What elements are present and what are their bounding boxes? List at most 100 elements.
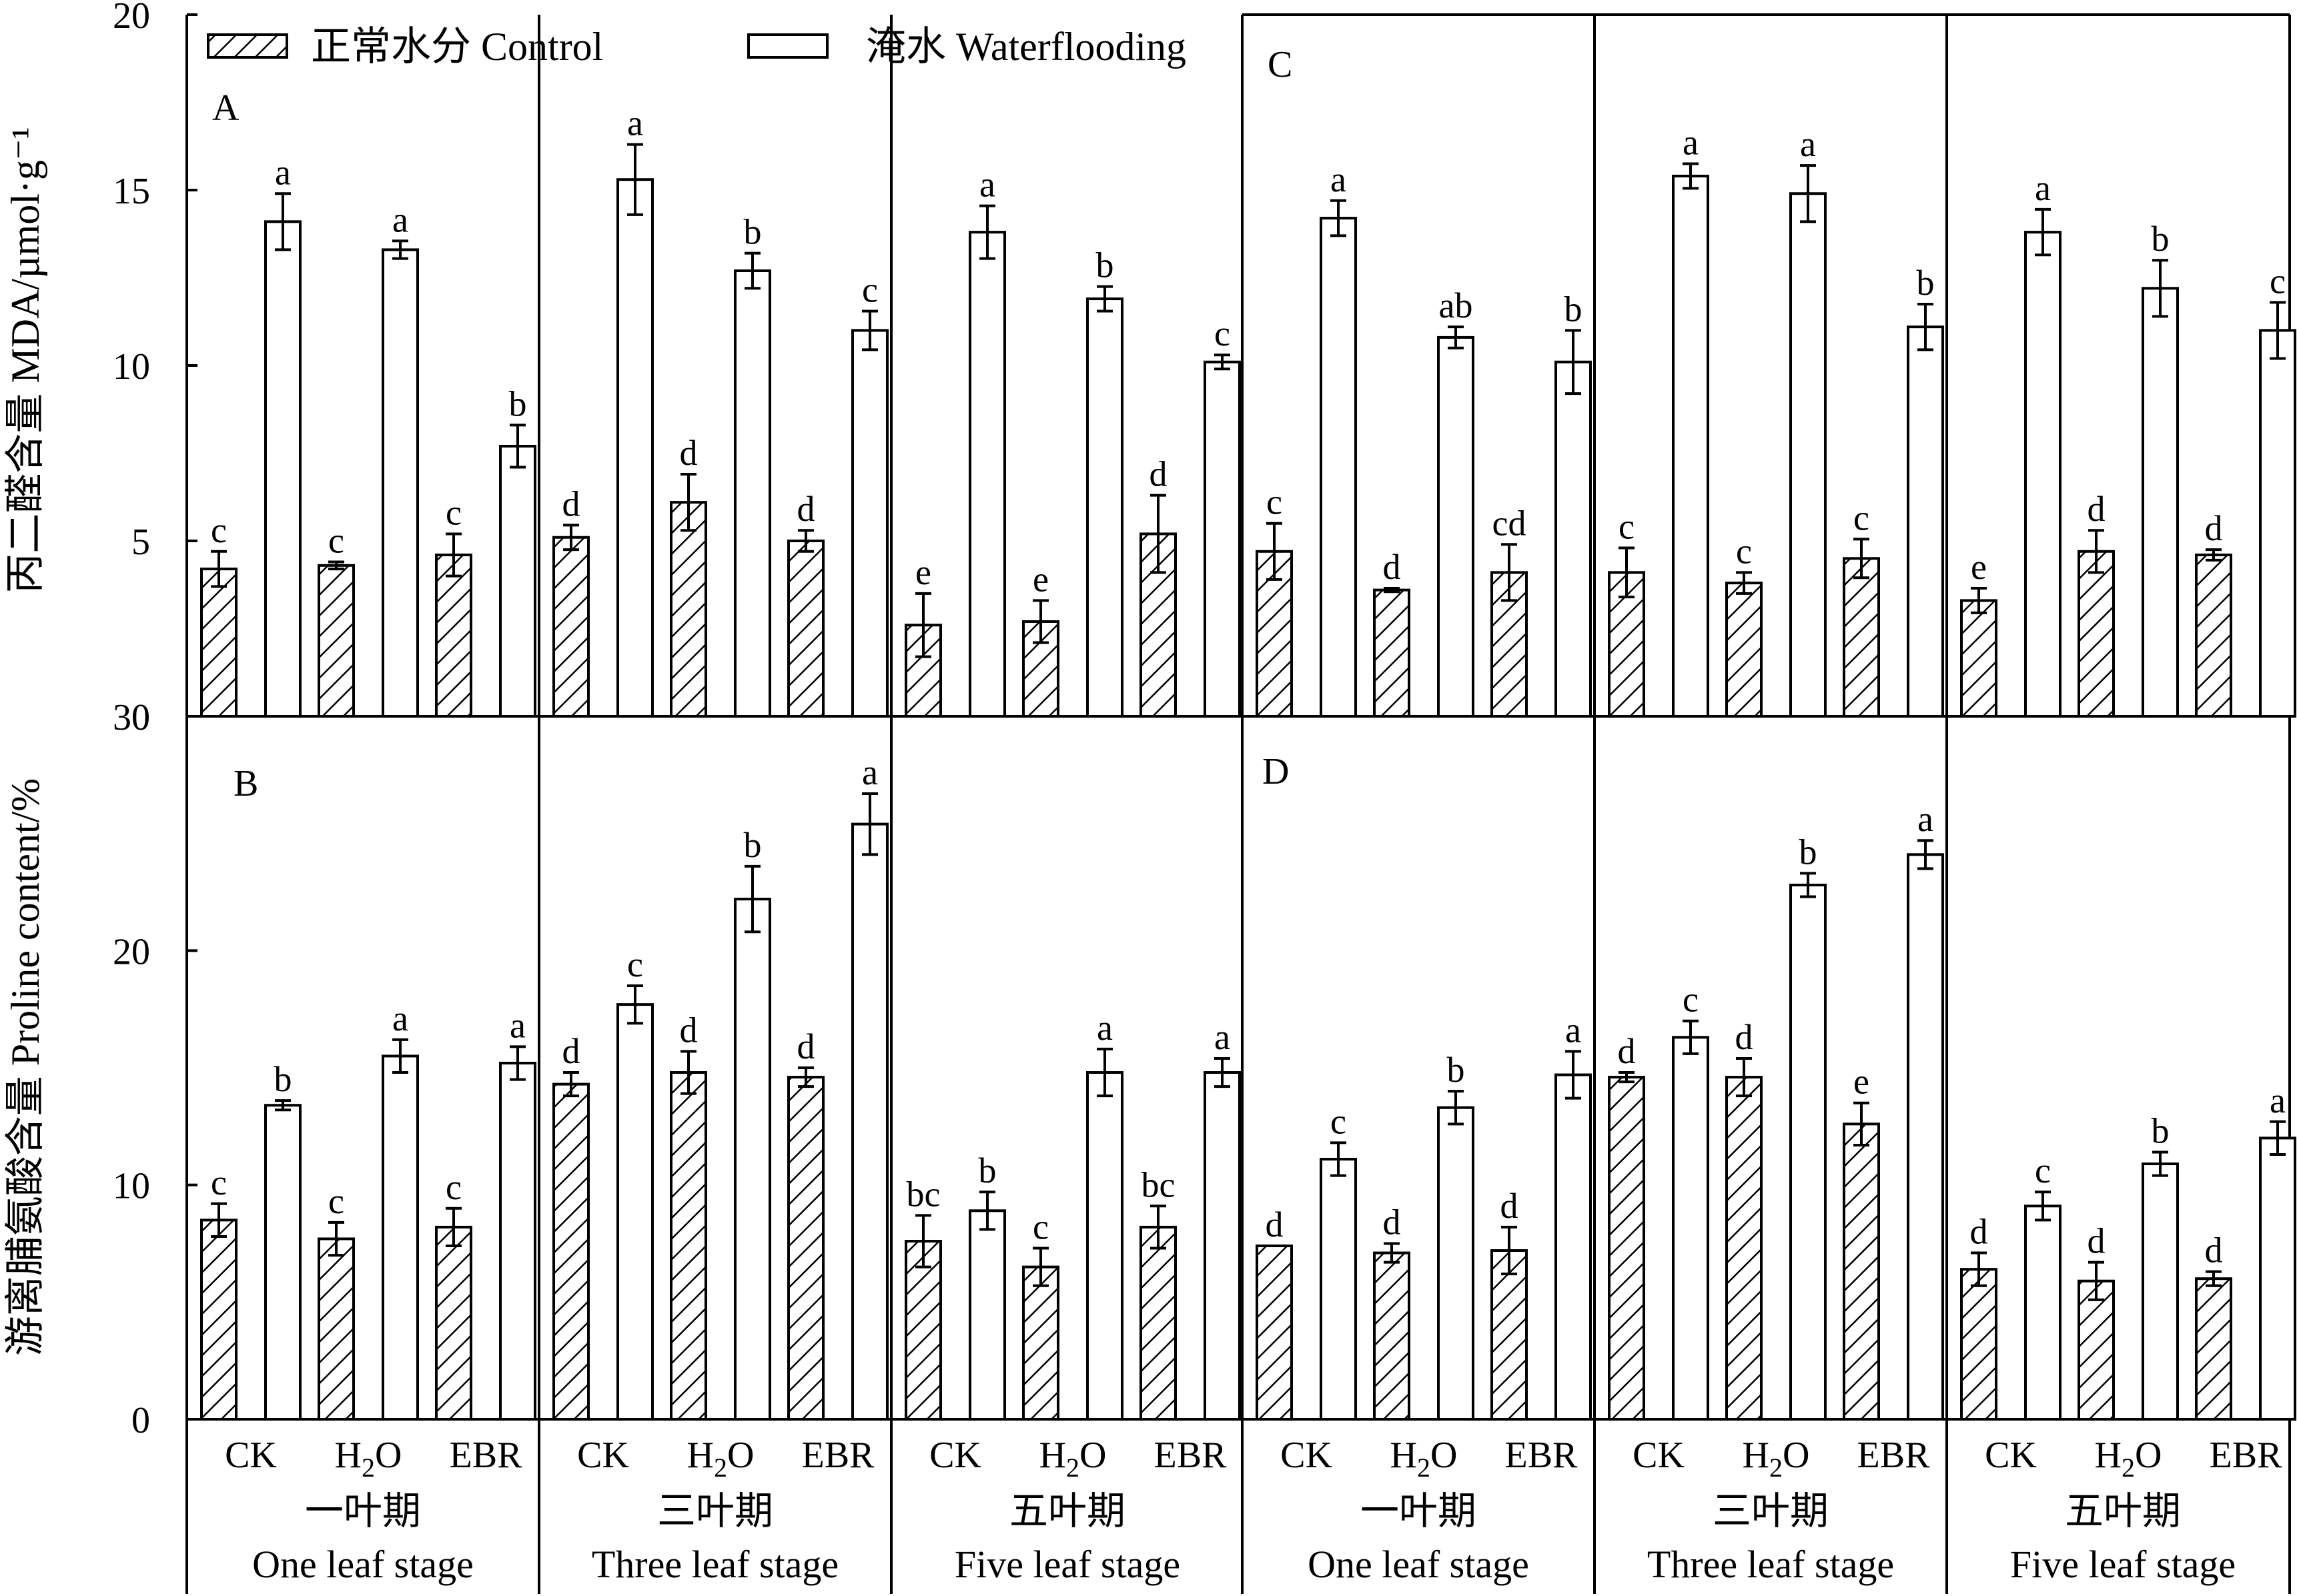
legend: 正常水分 Control 淹水 Waterflooding <box>207 25 1186 69</box>
y-axis-title-proline: 游离脯氨酸含量 Proline content/% <box>3 778 47 1357</box>
significance-letter: c <box>1033 1207 1049 1247</box>
bar-flood-h2o <box>1437 335 1474 718</box>
x-tick-label-h2o: H2O <box>1743 1435 1810 1483</box>
legend-control-label: 正常水分 Control <box>311 25 603 69</box>
bar-control-h2o <box>670 501 707 718</box>
bar-control-h2o <box>670 1071 707 1421</box>
significance-letter: a <box>1214 1017 1230 1057</box>
significance-letter: d <box>2088 1221 2106 1261</box>
bar-control-ck <box>1608 1076 1645 1421</box>
bar-control-ebr <box>1490 1249 1528 1421</box>
significance-letter: c <box>328 521 344 561</box>
x-tick-label-ebr: EBR <box>1857 1435 1931 1476</box>
bar-flood-ebr <box>1204 360 1241 718</box>
bar-control-ebr <box>1139 1225 1177 1421</box>
bar-flood-h2o <box>734 898 771 1421</box>
significance-letter: b <box>509 383 527 424</box>
significance-letter: bc <box>1141 1164 1176 1205</box>
bar-control-ck <box>200 568 238 718</box>
significance-letter: d <box>1150 454 1168 494</box>
stage-label-en: Five leaf stage <box>2010 1543 2236 1586</box>
stage-label-en: Five leaf stage <box>955 1543 1180 1586</box>
bar-flood-ebr <box>2259 329 2296 718</box>
y-tick-label: 0 <box>131 697 150 738</box>
significance-letter: a <box>979 165 995 205</box>
significance-letter: d <box>1735 1017 1753 1057</box>
significance-letter: a <box>1330 159 1346 199</box>
bar-control-ck <box>552 536 590 718</box>
x-tick-label-ebr: EBR <box>1505 1435 1578 1476</box>
bar-flood-h2o <box>382 1054 419 1421</box>
significance-letter: a <box>627 103 643 143</box>
bar-control-ebr <box>1843 1122 1880 1421</box>
significance-letter: c <box>211 1162 227 1203</box>
significance-letter: a <box>1917 799 1933 839</box>
bar-control-ck <box>552 1082 590 1421</box>
bar-flood-ebr <box>851 822 889 1421</box>
x-tick-label-ck: CK <box>929 1435 981 1476</box>
x-tick-label-h2o: H2O <box>687 1435 755 1483</box>
significance-letter: a <box>1565 1010 1581 1050</box>
significance-letter: b <box>1096 245 1114 285</box>
significance-letter: b <box>2152 1110 2170 1150</box>
significance-letter: d <box>797 489 815 529</box>
bar-flood-h2o <box>2142 287 2179 718</box>
x-tick-label-h2o: H2O <box>1039 1435 1107 1483</box>
panel-label-b: B <box>234 763 258 804</box>
significance-letter: c <box>1330 1101 1346 1141</box>
y-tick-label: 15 <box>113 171 150 212</box>
bar-control-ebr <box>787 1076 825 1421</box>
significance-letter: c <box>862 269 878 309</box>
stage-label-cn: 五叶期 <box>1009 1489 1125 1533</box>
y-axis-title-mda: 丙二醛含量 MDA/µmol·g⁻¹ <box>3 127 47 593</box>
bar-control-ck <box>1960 599 1997 718</box>
bar-flood-ck <box>1320 1158 1357 1421</box>
bar-flood-ck <box>969 1209 1006 1421</box>
bar-flood-ebr <box>1554 1073 1592 1421</box>
significance-letter: b <box>744 212 762 252</box>
significance-letter: c <box>1266 482 1282 522</box>
x-tick-label-h2o: H2O <box>2095 1435 2162 1483</box>
stage-label-cn: 三叶期 <box>1713 1489 1829 1533</box>
x-tick-label-ebr: EBR <box>2210 1435 2283 1476</box>
y-tick-label: 30 <box>113 697 150 738</box>
significance-letter: b <box>979 1150 997 1190</box>
significance-letter: e <box>1971 547 1987 587</box>
bar-control-h2o <box>1725 1076 1763 1421</box>
bar-flood-h2o <box>1437 1106 1474 1421</box>
y-tick-label: 5 <box>131 522 150 563</box>
bar-control-ebr <box>2195 554 2232 718</box>
significance-letter: b <box>744 825 762 865</box>
significance-letter: c <box>446 1167 462 1207</box>
significance-letter: b <box>1917 263 1935 303</box>
x-tick-label-ebr: EBR <box>450 1435 523 1476</box>
bar-flood-h2o <box>734 269 771 718</box>
bar-control-h2o <box>318 564 355 718</box>
x-tick-label-ck: CK <box>577 1435 629 1476</box>
significance-letter: d <box>1383 547 1401 587</box>
bar-control-ebr <box>435 554 472 718</box>
y-tick-label: 10 <box>113 1166 150 1207</box>
significance-letter: d <box>1266 1205 1284 1245</box>
bar-flood-h2o <box>1086 1071 1123 1421</box>
stage-label-en: Three leaf stage <box>592 1543 839 1586</box>
stage-label-cn: 一叶期 <box>1360 1489 1476 1533</box>
stage-label-en: One leaf stage <box>1308 1543 1529 1586</box>
bar-control-ck <box>200 1219 238 1421</box>
significance-letter: a <box>2035 168 2051 208</box>
bar-control-h2o <box>318 1237 355 1421</box>
legend-control-swatch <box>207 33 288 59</box>
bar-flood-h2o <box>382 248 419 718</box>
bar-control-h2o <box>2078 1279 2115 1421</box>
bar-flood-ck <box>2024 1205 2061 1421</box>
significance-letter: e <box>1853 1062 1869 1102</box>
significance-letter: d <box>562 1031 580 1071</box>
bar-control-h2o <box>1373 588 1410 718</box>
significance-letter: b <box>1799 832 1817 872</box>
significance-letter: c <box>2035 1150 2051 1190</box>
bar-flood-ebr <box>1204 1071 1241 1421</box>
significance-letter: e <box>1033 559 1049 599</box>
bar-control-ebr <box>435 1225 472 1421</box>
y-tick-label: 20 <box>113 931 150 972</box>
